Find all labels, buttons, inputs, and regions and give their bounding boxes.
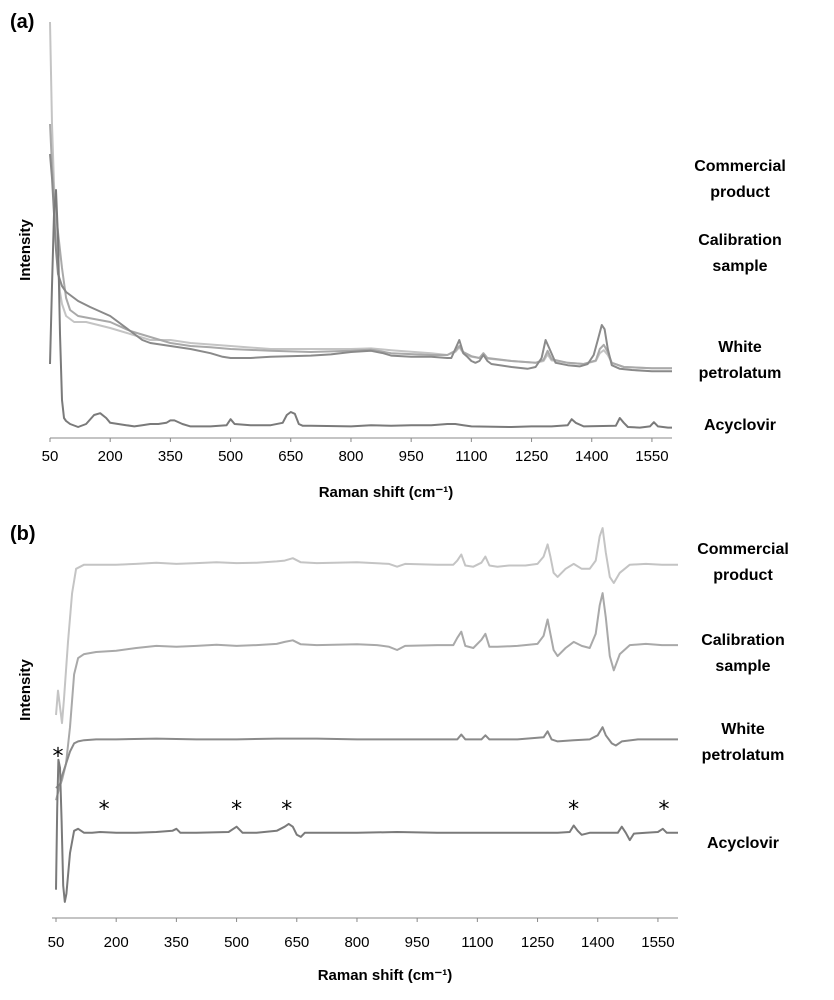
panel-b-series-line-acyclovir — [55, 758, 678, 903]
panel-b-series-label: sample — [715, 658, 770, 675]
panel-a-y-axis-title: Intensity — [17, 219, 34, 281]
panel-b-x-tick-label: 950 — [405, 934, 430, 951]
panel-a-series-label: product — [710, 184, 770, 201]
panel-a-series-line-acyclovir — [49, 189, 672, 429]
panel-b-x-tick-label: 1400 — [581, 934, 614, 951]
panel-b-label: (b) — [10, 523, 36, 545]
panel-a-x-tick-label: 1100 — [455, 448, 487, 465]
panel-b-series-label: product — [713, 567, 773, 584]
panel-b-peak-marker: * — [568, 797, 579, 822]
panel-a-label: (a) — [10, 11, 34, 33]
panel-a-series-label: petrolatum — [699, 365, 782, 382]
panel-b-peak-marker: * — [658, 797, 669, 822]
panel-b-series-label: Commercial — [697, 541, 789, 558]
panel-b-legend: Commercial product Calibration sample White p… — [697, 541, 789, 852]
panel-a-x-tick-label: 350 — [158, 448, 183, 465]
panel-b-x-tick-label: 1250 — [521, 934, 554, 951]
panel-b-y-axis-title: Intensity — [17, 659, 34, 721]
panel-b-annotations: * * * * * * — [53, 745, 670, 823]
panel-a: (a) Intensity 50 200 350 500 650 800 950 1100 12… — [10, 11, 786, 501]
panel-a-x-tick-label: 500 — [218, 448, 243, 465]
panel-b-peak-marker: * — [99, 797, 110, 822]
panel-b-x-tick-label: 1100 — [461, 934, 493, 951]
panel-a-series-label: Calibration — [698, 232, 782, 249]
panel-a-series — [49, 21, 672, 429]
panel-a-series-label: sample — [712, 258, 767, 275]
panel-a-series-line-commercial-product — [49, 21, 672, 370]
panel-b-peak-marker: * — [231, 797, 242, 822]
panel-a-x-ticks: 50 200 350 500 650 800 950 1100 1250 1400 1550 — [42, 438, 669, 465]
panel-b-peak-marker: * — [53, 745, 64, 770]
panel-b-x-tick-label: 350 — [164, 934, 189, 951]
panel-b-series-label: Calibration — [701, 632, 785, 649]
panel-b-series-label: White — [721, 721, 765, 738]
panel-a-series-line-calibration-sample — [49, 123, 672, 370]
panel-a-x-tick-label: 1400 — [575, 448, 608, 465]
panel-b: (b) Intensity 50 200 350 500 650 800 950 1100 12… — [10, 523, 789, 984]
panel-a-x-tick-label: 1250 — [515, 448, 548, 465]
panel-b-x-axis-title: Raman shift (cm⁻¹) — [318, 967, 453, 984]
panel-b-x-tick-label: 50 — [48, 934, 65, 951]
panel-b-series-line-white-petrolatum — [55, 726, 678, 789]
panel-b-series-line-calibration-sample — [55, 592, 678, 801]
panel-a-x-tick-label: 50 — [42, 448, 59, 465]
panel-b-series-label: Acyclovir — [707, 835, 779, 852]
panel-b-x-tick-label: 650 — [284, 934, 309, 951]
panel-a-x-tick-label: 200 — [98, 448, 123, 465]
panel-a-series-line-white-petrolatum — [49, 153, 672, 373]
panel-a-x-axis-title: Raman shift (cm⁻¹) — [319, 484, 454, 501]
panel-a-x-tick-label: 800 — [338, 448, 363, 465]
panel-a-x-tick-label: 1550 — [635, 448, 668, 465]
panel-b-x-tick-label: 200 — [104, 934, 129, 951]
panel-a-series-label: Acyclovir — [704, 417, 776, 434]
panel-a-series-label: White — [718, 339, 762, 356]
panel-a-legend: Commercial product Calibration sample White p… — [694, 158, 786, 434]
panel-b-peak-marker: * — [281, 797, 292, 822]
panel-b-x-tick-label: 800 — [344, 934, 369, 951]
panel-a-x-tick-label: 650 — [278, 448, 303, 465]
panel-b-series-line-commercial-product — [55, 527, 678, 725]
panel-b-x-ticks: 50 200 350 500 650 800 950 1100 1250 1400 1550 — [48, 918, 675, 951]
panel-a-x-tick-label: 950 — [399, 448, 424, 465]
panel-a-series-label: Commercial — [694, 158, 786, 175]
panel-b-x-tick-label: 500 — [224, 934, 249, 951]
panel-b-series-label: petrolatum — [702, 747, 785, 764]
panel-b-x-tick-label: 1550 — [641, 934, 674, 951]
panel-b-series — [55, 527, 678, 903]
